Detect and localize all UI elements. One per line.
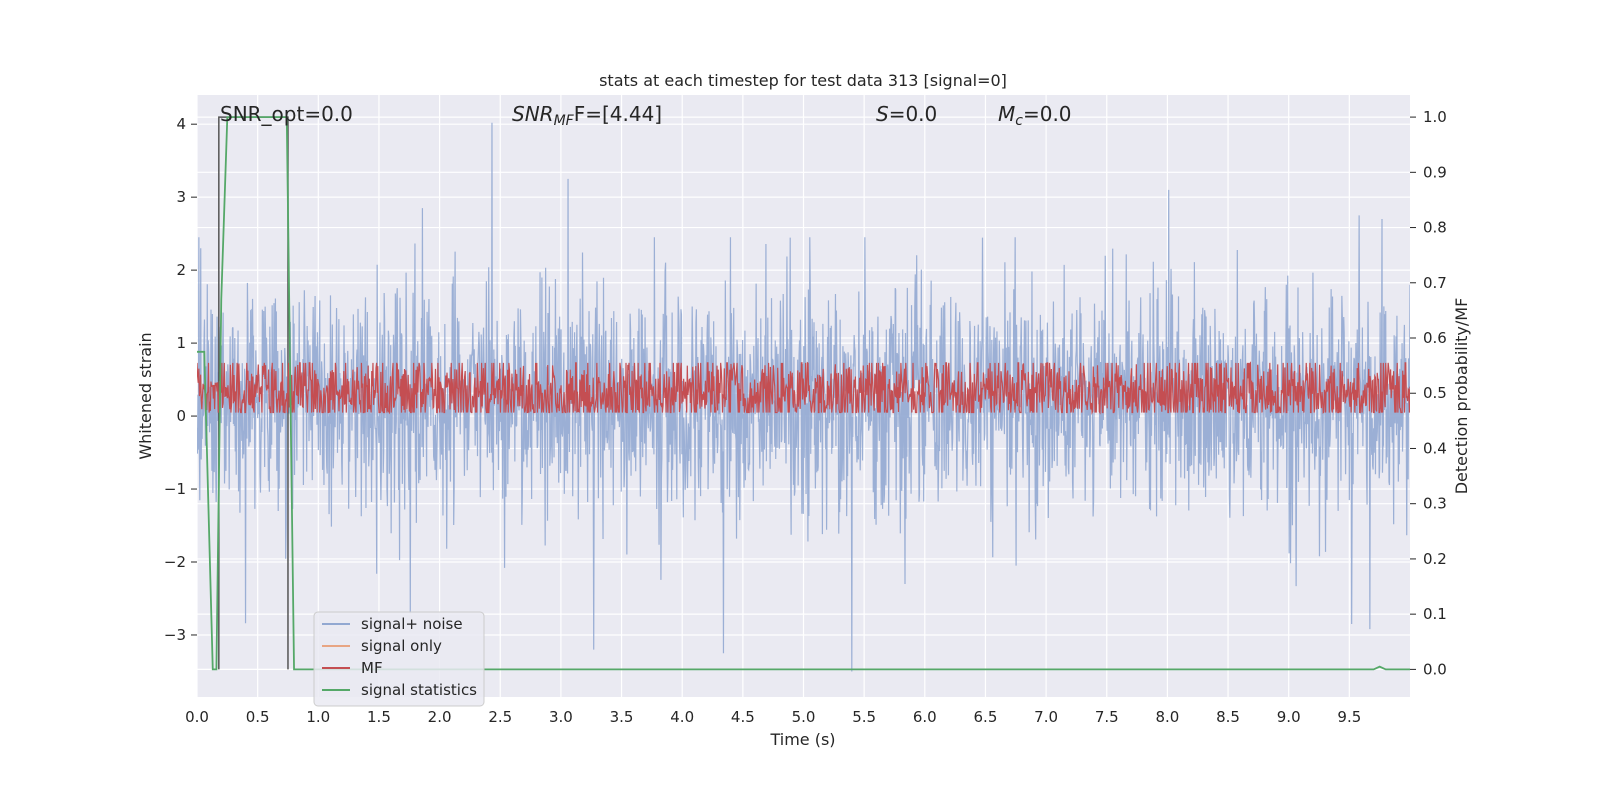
y-axis-ticks: 4 3 2 1 0 −1 −2 −3 — [164, 115, 197, 644]
chart-title: stats at each timestep for test data 313… — [599, 71, 1007, 90]
x-axis-ticks: 0.0 0.5 1.0 1.5 2.0 2.5 3.0 3.5 4.0 4.5 5.0 5.5 6.0 6… — [185, 708, 1361, 726]
x-tick-label: 5.0 — [792, 708, 816, 726]
y-right-tick-label: 0.2 — [1423, 550, 1447, 568]
y-right-tick-label: 0.1 — [1423, 605, 1447, 623]
y-tick-label: −2 — [164, 553, 186, 571]
x-tick-label: 4.0 — [670, 708, 694, 726]
y-right-tick-label: 0.9 — [1423, 163, 1447, 181]
series-layer — [197, 116, 1410, 672]
annotation-s-value: =0.0 — [889, 102, 938, 126]
y-tick-label: 3 — [176, 188, 186, 206]
annotation-mc-base: M — [998, 102, 1015, 126]
x-tick-label: 0.0 — [185, 708, 209, 726]
y-tick-label: −1 — [164, 480, 186, 498]
legend: signal+ noise signal only MF signal stat… — [313, 611, 485, 707]
x-tick-label: 7.5 — [1095, 708, 1119, 726]
x-tick-label: 3.0 — [549, 708, 573, 726]
annotation-snr-mf-sub: MF — [554, 113, 575, 129]
x-tick-label: 9.5 — [1337, 708, 1361, 726]
legend-label-mf: MF — [361, 659, 383, 677]
y-right-axis-label: Detection probability/MF — [1452, 298, 1471, 495]
y-tick-label: 0 — [176, 407, 186, 425]
x-tick-label: 6.5 — [974, 708, 998, 726]
annotation-snr-mf: SNRMFF=[4.44] — [512, 102, 662, 129]
x-tick-label: 6.0 — [913, 708, 937, 726]
x-axis-label: Time (s) — [769, 730, 835, 749]
x-tick-label: 4.5 — [731, 708, 755, 726]
y-right-tick-label: 0.8 — [1423, 219, 1447, 237]
annotation-mc-value: =0.0 — [1023, 102, 1072, 126]
x-tick-label: 1.5 — [367, 708, 391, 726]
y-tick-label: 1 — [176, 334, 186, 352]
x-tick-label: 3.5 — [610, 708, 634, 726]
y-right-tick-label: 0.0 — [1423, 660, 1447, 678]
x-tick-label: 8.0 — [1155, 708, 1179, 726]
x-tick-label: 8.5 — [1216, 708, 1240, 726]
y-right-tick-label: 1.0 — [1423, 108, 1447, 126]
annotation-mc-sub: c — [1015, 113, 1023, 129]
x-tick-label: 0.5 — [246, 708, 270, 726]
y-axis-label: Whitened strain — [136, 332, 155, 459]
y-right-axis-ticks: 1.0 0.9 0.8 0.7 0.6 0.5 0.4 0.3 0.2 0.1 0.0 — [1410, 108, 1447, 678]
legend-frame — [313, 611, 485, 707]
x-tick-label: 2.5 — [488, 708, 512, 726]
y-right-tick-label: 0.6 — [1423, 329, 1447, 347]
annotation-mc: Mc=0.0 — [998, 102, 1072, 129]
annotation-snr-opt: SNR_opt=0.0 — [220, 102, 353, 126]
y-tick-label: 2 — [176, 261, 186, 279]
series-signal-statistics — [197, 116, 1410, 671]
y-right-tick-label: 0.4 — [1423, 439, 1447, 457]
y-right-tick-label: 0.5 — [1423, 384, 1447, 402]
x-tick-label: 5.5 — [852, 708, 876, 726]
legend-label-signal-noise: signal+ noise — [361, 615, 463, 633]
annotation-s-label: S — [876, 102, 889, 126]
y-tick-label: 4 — [176, 115, 186, 133]
y-tick-label: −3 — [164, 626, 186, 644]
y-right-tick-label: 0.3 — [1423, 495, 1447, 513]
series-signal-noise — [197, 122, 1410, 672]
y-right-tick-label: 0.7 — [1423, 274, 1447, 292]
x-tick-label: 9.0 — [1277, 708, 1301, 726]
annotation-s: S=0.0 — [876, 102, 937, 126]
x-tick-label: 2.0 — [428, 708, 452, 726]
legend-label-signal-statistics: signal statistics — [361, 681, 477, 699]
x-tick-label: 1.0 — [306, 708, 330, 726]
series-mf — [197, 361, 1410, 415]
x-tick-label: 7.0 — [1034, 708, 1058, 726]
annotation-snr-mf-value: F=[4.44] — [574, 102, 662, 126]
annotation-snr-mf-base: SNR — [512, 102, 554, 126]
legend-label-signal-only: signal only — [361, 637, 442, 655]
